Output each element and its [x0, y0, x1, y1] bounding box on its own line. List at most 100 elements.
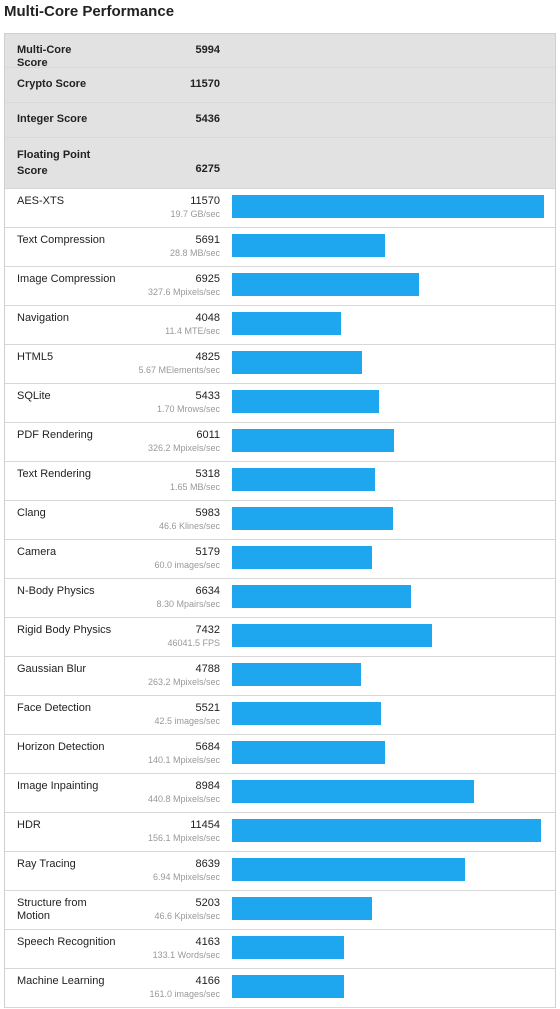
test-name: Horizon Detection: [17, 741, 105, 753]
test-row: Horizon Detection 5684 140.1 Mpixels/sec: [5, 735, 555, 774]
test-row: HDR 11454 156.1 Mpixels/sec: [5, 813, 555, 852]
test-rate: 327.6 Mpixels/sec: [147, 287, 220, 297]
score-bar: [232, 273, 419, 296]
summary-name: Floating Point Score: [17, 149, 91, 177]
test-name: Text Compression: [17, 234, 106, 246]
test-name: HDR: [17, 819, 41, 831]
test-name: Clang: [17, 507, 46, 519]
test-row: Speech Recognition 4163 133.1 Words/sec: [5, 930, 555, 969]
score-bar: [232, 858, 465, 881]
test-row: Ray Tracing 8639 6.94 Mpixels/sec: [5, 852, 555, 891]
test-score: 11454: [190, 819, 220, 831]
summary-name: Crypto Score: [17, 78, 87, 90]
score-bar: [232, 507, 394, 530]
test-score: 4825: [195, 351, 220, 363]
score-bar: [232, 624, 433, 647]
test-rate: 133.1 Words/sec: [152, 950, 220, 960]
test-rate: 326.2 Mpixels/sec: [147, 443, 220, 453]
test-score: 5521: [195, 702, 220, 714]
test-name: Gaussian Blur: [17, 663, 87, 675]
test-row: AES-XTS 11570 19.7 GB/sec: [5, 189, 555, 228]
test-rate: 46.6 Kpixels/sec: [154, 911, 220, 921]
test-row: PDF Rendering 6011 326.2 Mpixels/sec: [5, 423, 555, 462]
test-row: Text Compression 5691 28.8 MB/sec: [5, 228, 555, 267]
test-score: 5433: [195, 390, 220, 402]
test-rate: 46.6 Klines/sec: [158, 521, 220, 531]
summary-row: Multi-Core Score 5994: [5, 34, 555, 69]
test-rate: 11.4 MTE/sec: [165, 326, 220, 336]
score-bar: [232, 351, 363, 374]
score-bar: [232, 741, 386, 764]
test-row: Gaussian Blur 4788 263.2 Mpixels/sec: [5, 657, 555, 696]
test-score: 6634: [195, 585, 220, 597]
test-score: 4048: [195, 312, 220, 324]
page-title: Multi-Core Performance: [4, 3, 175, 20]
test-row: Face Detection 5521 42.5 images/sec: [5, 696, 555, 735]
test-name: AES-XTS: [17, 195, 65, 207]
test-rate: 156.1 Mpixels/sec: [147, 833, 220, 843]
test-name: SQLite: [17, 390, 51, 402]
test-score: 5203: [195, 897, 220, 909]
score-bar: [232, 936, 345, 959]
score-bar: [232, 234, 386, 257]
summary-score: 6275: [195, 163, 220, 175]
test-row: Image Compression 6925 327.6 Mpixels/sec: [5, 267, 555, 306]
test-score: 8639: [195, 858, 220, 870]
test-rate: 140.1 Mpixels/sec: [147, 755, 220, 765]
summary-score: 5436: [195, 113, 220, 125]
test-row: Navigation 4048 11.4 MTE/sec: [5, 306, 555, 345]
test-score: 4788: [195, 663, 220, 675]
summary-name: Integer Score: [17, 113, 88, 125]
score-bar: [232, 975, 345, 998]
test-rate: 5.67 MElements/sec: [138, 365, 220, 375]
test-name: Image Compression: [17, 273, 116, 285]
test-rate: 1.70 Mrows/sec: [156, 404, 220, 414]
test-rate: 6.94 Mpixels/sec: [152, 872, 220, 882]
summary-row: Crypto Score 11570: [5, 68, 555, 103]
test-score: 6011: [196, 429, 220, 441]
test-row: SQLite 5433 1.70 Mrows/sec: [5, 384, 555, 423]
test-name: N-Body Physics: [17, 585, 95, 597]
test-score: 8984: [195, 780, 220, 792]
score-bar: [232, 429, 395, 452]
test-row: Camera 5179 60.0 images/sec: [5, 540, 555, 579]
test-rate: 263.2 Mpixels/sec: [147, 677, 220, 687]
score-bar: [232, 702, 381, 725]
test-row: Clang 5983 46.6 Klines/sec: [5, 501, 555, 540]
test-score: 11570: [190, 195, 220, 207]
test-score: 4166: [195, 975, 220, 987]
test-name: Navigation: [17, 312, 69, 324]
test-name: Machine Learning: [17, 975, 105, 987]
test-row: Image Inpainting 8984 440.8 Mpixels/sec: [5, 774, 555, 813]
test-rate: 8.30 Mpairs/sec: [156, 599, 220, 609]
test-score: 5983: [195, 507, 220, 519]
test-row: Machine Learning 4166 161.0 images/sec: [5, 969, 555, 1008]
test-score: 4163: [195, 936, 220, 948]
score-bar: [232, 897, 373, 920]
test-name: Text Rendering: [17, 468, 91, 480]
test-name: Camera: [17, 546, 57, 558]
summary-name: Multi-Core Score: [17, 44, 72, 69]
test-rate: 440.8 Mpixels/sec: [147, 794, 220, 804]
test-row: Structure from Motion 5203 46.6 Kpixels/se…: [5, 891, 555, 930]
score-bar: [232, 663, 362, 686]
summary-row: Floating Point Score 6275: [5, 138, 555, 189]
test-row: N-Body Physics 6634 8.30 Mpairs/sec: [5, 579, 555, 618]
test-score: 5179: [195, 546, 220, 558]
summary-score: 11570: [190, 78, 220, 90]
test-score: 6925: [195, 273, 220, 285]
test-name: Ray Tracing: [17, 858, 76, 870]
test-row: Text Rendering 5318 1.65 MB/sec: [5, 462, 555, 501]
test-rate: 60.0 images/sec: [154, 560, 220, 570]
test-name: Face Detection: [17, 702, 91, 714]
test-rate: 1.65 MB/sec: [169, 482, 220, 492]
test-name: Rigid Body Physics: [17, 624, 112, 636]
test-name: PDF Rendering: [17, 429, 93, 441]
test-row: HTML5 4825 5.67 MElements/sec: [5, 345, 555, 384]
score-bar: [232, 468, 376, 491]
score-bar: [232, 390, 379, 413]
score-bar: [232, 195, 544, 218]
test-rate: 42.5 images/sec: [154, 716, 220, 726]
test-name: Structure from Motion: [17, 897, 87, 922]
